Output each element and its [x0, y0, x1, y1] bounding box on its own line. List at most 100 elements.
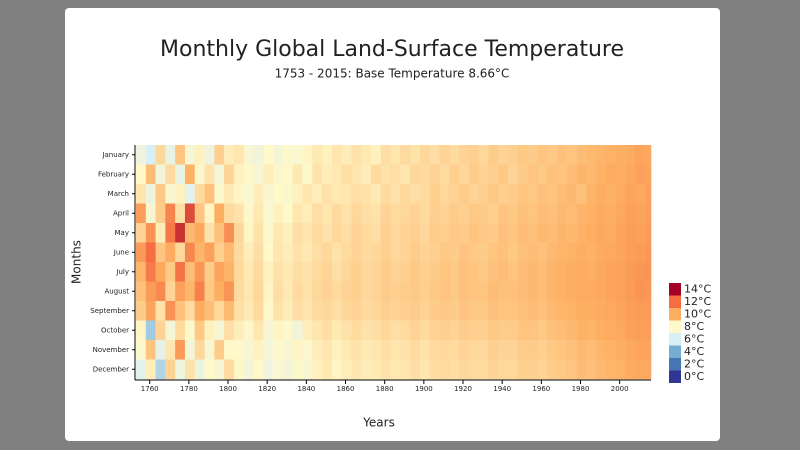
heat-cell — [615, 281, 626, 302]
heat-cell — [547, 145, 558, 165]
heat-cell — [429, 242, 440, 263]
heat-cell — [468, 301, 479, 321]
heat-cell — [380, 223, 391, 243]
heat-cell — [224, 223, 235, 243]
heat-cell — [410, 340, 421, 360]
heat-cell — [292, 320, 303, 341]
heat-cell — [576, 281, 587, 302]
heat-cell — [302, 223, 313, 243]
heat-cell — [488, 164, 499, 185]
heat-cell — [302, 340, 313, 360]
heat-cell — [615, 145, 626, 165]
heat-cell — [459, 164, 470, 185]
heat-cell — [419, 301, 431, 321]
heat-cell — [214, 301, 225, 321]
heat-cell — [410, 262, 421, 282]
heat-cell — [233, 223, 244, 243]
heat-cell — [449, 359, 460, 380]
heat-cell — [449, 164, 460, 185]
heat-cell — [566, 164, 577, 185]
heat-cell — [165, 359, 176, 380]
heat-cell — [292, 203, 303, 224]
heat-cell — [322, 145, 333, 165]
heat-cell — [615, 242, 626, 263]
heat-cell — [341, 145, 352, 165]
heat-cell — [468, 184, 479, 204]
heat-cell — [351, 184, 362, 204]
heat-cell — [253, 320, 264, 341]
y-tick-label: June — [113, 248, 129, 256]
heat-cell — [400, 359, 411, 380]
heat-cell — [635, 164, 646, 185]
heat-cell — [282, 340, 293, 360]
heat-cell — [596, 262, 607, 282]
heat-cell — [361, 262, 372, 282]
heat-cell — [508, 359, 519, 380]
heat-cell — [243, 359, 254, 380]
heat-cell — [184, 301, 196, 321]
heat-cell — [557, 340, 568, 360]
heat-cell — [400, 223, 411, 243]
heat-cell — [449, 184, 460, 204]
heat-cell — [273, 203, 284, 224]
heat-cell — [224, 203, 235, 224]
heat-cell — [449, 223, 460, 243]
heat-cell — [184, 242, 196, 263]
heat-cell — [273, 242, 284, 263]
heat-cell — [566, 301, 577, 321]
heat-cell — [331, 223, 342, 243]
heat-cell — [557, 301, 568, 321]
heat-cell — [508, 242, 519, 263]
heat-cell — [400, 262, 411, 282]
heat-cell — [537, 164, 548, 185]
heat-cell — [537, 184, 548, 204]
heat-cell — [263, 359, 274, 380]
heat-cell — [605, 359, 617, 380]
heat-cell — [214, 184, 225, 204]
y-tick-label: March — [108, 190, 129, 198]
heat-cell — [273, 301, 284, 321]
heat-cell — [537, 281, 548, 302]
heat-cell — [625, 184, 636, 204]
heat-cell — [312, 223, 323, 243]
heat-cell — [351, 164, 362, 185]
heat-cell — [517, 262, 528, 282]
heat-cell — [576, 340, 587, 360]
x-tick-label: 1880 — [376, 385, 394, 393]
heat-cell — [478, 164, 489, 185]
heat-cell — [488, 203, 499, 224]
heat-cell — [625, 281, 636, 302]
heat-cell — [312, 164, 323, 185]
x-tick-label: 2000 — [611, 385, 629, 393]
heat-cell — [184, 359, 196, 380]
heat-cell — [488, 359, 499, 380]
heat-cell — [136, 203, 147, 224]
heat-cell — [400, 184, 411, 204]
heat-cell — [312, 242, 323, 263]
heat-cell — [410, 223, 421, 243]
heat-cell — [459, 340, 470, 360]
heat-cell — [400, 164, 411, 185]
y-tick-label: May — [115, 229, 129, 237]
heat-cell — [282, 223, 293, 243]
heat-cell — [263, 242, 274, 263]
x-tick-label: 1760 — [141, 385, 159, 393]
heat-cell — [361, 164, 372, 185]
heat-cell — [233, 262, 244, 282]
heat-cell — [155, 320, 166, 341]
heat-cell — [292, 340, 303, 360]
heat-cell — [370, 145, 382, 165]
heat-cell — [645, 223, 652, 243]
heat-cell — [204, 320, 215, 341]
heat-cell — [145, 242, 156, 263]
heat-cell — [292, 184, 303, 204]
heat-cell — [175, 145, 186, 165]
heat-cell — [214, 281, 225, 302]
legend-swatch — [669, 308, 681, 321]
heat-cell — [341, 320, 352, 341]
heat-cell — [243, 145, 254, 165]
heat-cell — [557, 203, 568, 224]
heat-cell — [380, 281, 391, 302]
heat-cell — [478, 203, 489, 224]
heat-cell — [380, 359, 391, 380]
